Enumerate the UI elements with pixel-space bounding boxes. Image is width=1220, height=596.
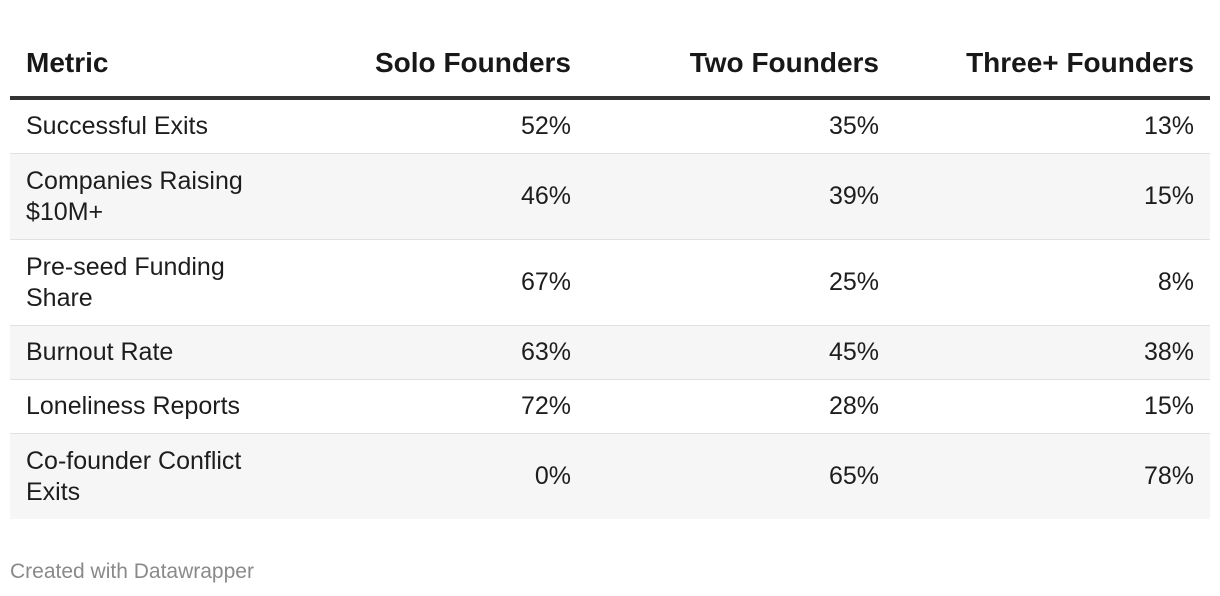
table-row: Successful Exits 52% 35% 13% — [10, 98, 1210, 154]
table-row: Loneliness Reports 72% 28% 15% — [10, 379, 1210, 434]
table-row: Companies Raising $10M+ 46% 39% 15% — [10, 153, 1210, 240]
table-header: Metric Solo Founders Two Founders Three+… — [10, 30, 1210, 100]
three-plus-founders-cell: 78% — [895, 433, 1210, 519]
metric-cell: Companies Raising $10M+ — [10, 153, 280, 240]
column-header-two-founders: Two Founders — [587, 30, 895, 100]
metric-cell: Loneliness Reports — [10, 379, 280, 434]
data-table-container: Metric Solo Founders Two Founders Three+… — [10, 30, 1210, 519]
three-plus-founders-cell: 8% — [895, 239, 1210, 326]
table-row: Burnout Rate 63% 45% 38% — [10, 325, 1210, 380]
solo-founders-cell: 63% — [280, 325, 587, 380]
two-founders-cell: 45% — [587, 325, 895, 380]
table-row: Pre-seed Funding Share 67% 25% 8% — [10, 239, 1210, 326]
solo-founders-cell: 46% — [280, 153, 587, 240]
column-header-metric: Metric — [10, 30, 280, 100]
solo-founders-cell: 67% — [280, 239, 587, 326]
two-founders-cell: 28% — [587, 379, 895, 434]
three-plus-founders-cell: 38% — [895, 325, 1210, 380]
header-row: Metric Solo Founders Two Founders Three+… — [10, 30, 1210, 100]
metric-cell: Successful Exits — [10, 98, 280, 154]
three-plus-founders-cell: 13% — [895, 98, 1210, 154]
two-founders-cell: 35% — [587, 98, 895, 154]
table-row: Co-founder Conflict Exits 0% 65% 78% — [10, 433, 1210, 519]
metric-cell: Co-founder Conflict Exits — [10, 433, 280, 519]
table-body: Successful Exits 52% 35% 13% Companies R… — [10, 98, 1210, 519]
metric-cell: Burnout Rate — [10, 325, 280, 380]
two-founders-cell: 25% — [587, 239, 895, 326]
founders-table: Metric Solo Founders Two Founders Three+… — [10, 30, 1210, 519]
metric-cell: Pre-seed Funding Share — [10, 239, 280, 326]
two-founders-cell: 39% — [587, 153, 895, 240]
three-plus-founders-cell: 15% — [895, 153, 1210, 240]
solo-founders-cell: 72% — [280, 379, 587, 434]
three-plus-founders-cell: 15% — [895, 379, 1210, 434]
column-header-solo-founders: Solo Founders — [280, 30, 587, 100]
solo-founders-cell: 0% — [280, 433, 587, 519]
solo-founders-cell: 52% — [280, 98, 587, 154]
datawrapper-credit[interactable]: Created with Datawrapper — [10, 560, 254, 583]
column-header-three-plus-founders: Three+ Founders — [895, 30, 1210, 100]
two-founders-cell: 65% — [587, 433, 895, 519]
